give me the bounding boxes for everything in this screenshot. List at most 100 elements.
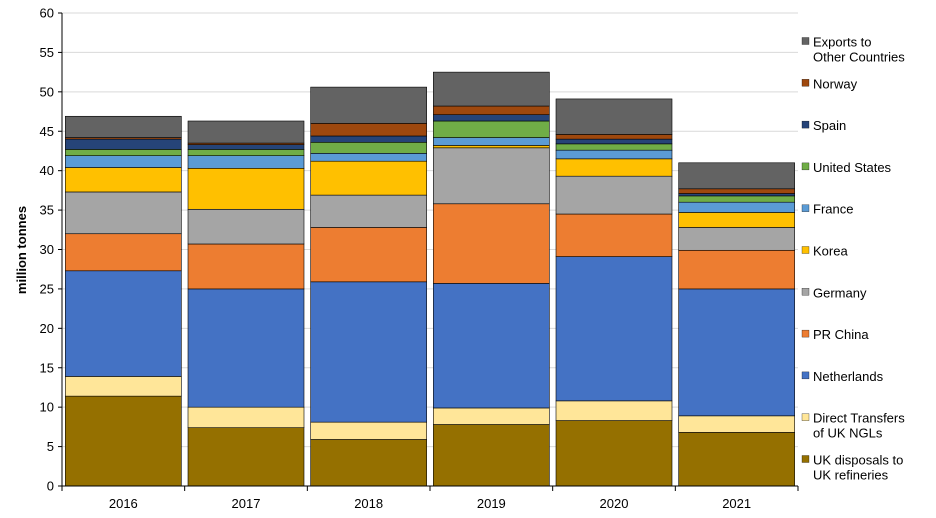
bar-segment bbox=[433, 424, 550, 487]
y-tick-label: 15 bbox=[40, 360, 54, 375]
bar-segment bbox=[678, 415, 795, 433]
bar-segment bbox=[678, 432, 795, 487]
y-axis-label: million tonnes bbox=[14, 206, 29, 294]
bar-segment bbox=[310, 421, 427, 440]
legend-label: Netherlands bbox=[813, 369, 884, 384]
bar-segment bbox=[433, 71, 550, 107]
x-tick-label: 2021 bbox=[722, 496, 751, 511]
legend-swatch bbox=[801, 288, 810, 296]
bar-segment bbox=[65, 115, 182, 138]
bar-segment bbox=[187, 120, 305, 144]
bar-segment bbox=[433, 147, 550, 205]
x-tick-label: 2018 bbox=[354, 496, 383, 511]
legend-swatch bbox=[801, 120, 810, 129]
bar-segment bbox=[678, 193, 795, 197]
legend-label: PR China bbox=[813, 327, 869, 342]
bar-segment bbox=[678, 249, 795, 290]
bar-segment bbox=[433, 137, 550, 146]
legend-label: France bbox=[813, 202, 853, 217]
legend-swatch bbox=[801, 455, 810, 463]
y-tick-label: 0 bbox=[47, 479, 54, 494]
y-tick-label: 10 bbox=[40, 400, 54, 415]
y-tick-label: 60 bbox=[40, 6, 54, 21]
bar-segment bbox=[555, 420, 673, 487]
bar-segment bbox=[433, 120, 550, 138]
bar-segment bbox=[555, 400, 673, 421]
bar-segment bbox=[65, 167, 182, 193]
bar-segment bbox=[678, 212, 795, 228]
y-tick-label: 35 bbox=[40, 203, 54, 218]
bar-segment bbox=[555, 134, 673, 140]
legend-label: Exports to Other Countries bbox=[813, 35, 905, 65]
y-tick-label: 40 bbox=[40, 163, 54, 178]
bar-segment bbox=[555, 213, 673, 257]
bar-segment bbox=[678, 201, 795, 213]
bar-segment bbox=[433, 145, 550, 149]
bar-segment bbox=[65, 138, 182, 150]
bar-segment bbox=[65, 191, 182, 235]
bar-segment bbox=[310, 194, 427, 228]
bar-segment bbox=[555, 143, 673, 151]
bar-segment bbox=[187, 208, 305, 245]
bar-segment bbox=[433, 283, 550, 409]
x-tick-label: 2020 bbox=[600, 496, 629, 511]
bar-segment bbox=[678, 195, 795, 203]
bar-segment bbox=[555, 158, 673, 177]
y-tick-label: 45 bbox=[40, 124, 54, 139]
bar-segment bbox=[187, 243, 305, 290]
bar-segment bbox=[678, 227, 795, 251]
bar-segment bbox=[555, 138, 673, 145]
bar-segment bbox=[310, 153, 427, 162]
legend-label: Norway bbox=[813, 76, 858, 91]
bar-segment bbox=[433, 114, 550, 122]
legend-label: Germany bbox=[813, 285, 867, 300]
bar-segment bbox=[65, 149, 182, 156]
bar-segment bbox=[555, 149, 673, 160]
bar-segment bbox=[310, 281, 427, 423]
bar-segment bbox=[65, 233, 182, 272]
bar-segment bbox=[555, 98, 673, 135]
legend-label: Direct Transfers of UK NGLs bbox=[813, 411, 905, 441]
y-tick-label: 20 bbox=[40, 321, 54, 336]
bar-segment bbox=[433, 105, 550, 115]
y-tick-label: 30 bbox=[40, 242, 54, 257]
bar-segment bbox=[187, 155, 305, 169]
legend-swatch bbox=[801, 329, 810, 338]
legend-label: UK disposals to UK refineries bbox=[813, 453, 903, 483]
bar-segment bbox=[65, 395, 182, 487]
legend-swatch bbox=[801, 79, 810, 87]
y-tick-label: 5 bbox=[47, 439, 54, 454]
bar-segment bbox=[187, 406, 305, 428]
bar-segment bbox=[555, 175, 673, 215]
bar-segment bbox=[65, 270, 182, 377]
legend-swatch bbox=[801, 413, 810, 421]
x-tick-label: 2016 bbox=[109, 496, 138, 511]
bar-segment bbox=[433, 203, 550, 284]
legend-swatch bbox=[801, 246, 810, 254]
bar-segment bbox=[310, 160, 427, 196]
x-tick-label: 2019 bbox=[477, 496, 506, 511]
legend-swatch bbox=[801, 204, 810, 212]
legend-label: Spain bbox=[813, 118, 846, 133]
bar-segment bbox=[678, 288, 795, 417]
gridlines bbox=[62, 12, 798, 448]
bar-segment bbox=[65, 155, 182, 168]
legend-label: United States bbox=[813, 160, 892, 175]
bar-segment bbox=[187, 288, 305, 408]
legend: Exports to Other Countries Norway Spain Unit… bbox=[801, 35, 905, 483]
axes: 0 5 10 15 20 25 30 35 40 45 50 55 60 2016 2017 2018 2019… bbox=[40, 6, 799, 511]
y-tick-label: 55 bbox=[40, 45, 54, 60]
bar-segment bbox=[65, 376, 182, 397]
legend-swatch bbox=[801, 162, 810, 171]
bar-segment bbox=[433, 407, 550, 425]
bar-segment bbox=[187, 427, 305, 487]
bar-segment bbox=[555, 256, 673, 402]
bar-segment bbox=[187, 168, 305, 210]
bar-segment bbox=[187, 149, 305, 156]
bar-segment bbox=[310, 135, 427, 143]
x-tick-label: 2017 bbox=[232, 496, 261, 511]
bar-segment bbox=[310, 123, 427, 137]
legend-swatch bbox=[801, 37, 810, 45]
legend-swatch bbox=[801, 371, 810, 380]
